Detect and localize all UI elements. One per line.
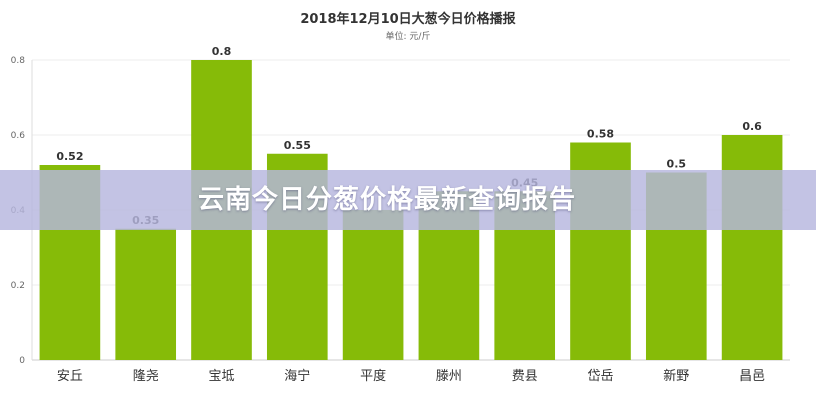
bar: [115, 228, 177, 360]
x-tick-label: 新野: [663, 368, 689, 384]
x-tick-label: 费县: [512, 369, 538, 384]
x-tick-label: 滕州: [436, 369, 462, 384]
banner-title: 云南今日分葱价格最新查询报告: [198, 185, 577, 215]
x-tick-label: 平度: [360, 368, 386, 384]
chart-subtitle: 单位: 元/斤: [386, 30, 431, 42]
x-tick-label: 昌邑: [739, 369, 765, 384]
bar: [721, 135, 783, 360]
data-label: 0.58: [587, 128, 614, 141]
data-label: 0.55: [284, 139, 311, 152]
data-label: 0.6: [742, 120, 762, 133]
bar: [342, 210, 404, 360]
y-tick-label: 0.2: [11, 281, 25, 291]
x-tick-label: 宝坻: [208, 368, 234, 384]
x-tick-label: 安丘: [57, 369, 83, 384]
y-tick-label: 0: [19, 356, 25, 366]
data-labels: 0.520.350.80.550.450.580.50.6: [56, 45, 762, 227]
chart-title: 2018年12月10日大葱今日价格播报: [300, 11, 516, 27]
data-label: 0.5: [667, 158, 687, 171]
y-tick-label: 0.6: [11, 131, 26, 141]
y-tick-label: 0.8: [11, 56, 26, 66]
data-label: 0.8: [212, 45, 232, 58]
overlay-banner: [0, 170, 816, 230]
x-tick-label: 岱岳: [587, 369, 613, 384]
x-tick-label: 海宁: [284, 368, 310, 384]
data-label: 0.52: [56, 150, 83, 163]
x-axis-labels: 安丘 隆尧 宝坻 海宁 平度 滕州 费县 岱岳 新野 昌邑: [57, 368, 765, 384]
x-tick-label: 隆尧: [133, 369, 159, 384]
